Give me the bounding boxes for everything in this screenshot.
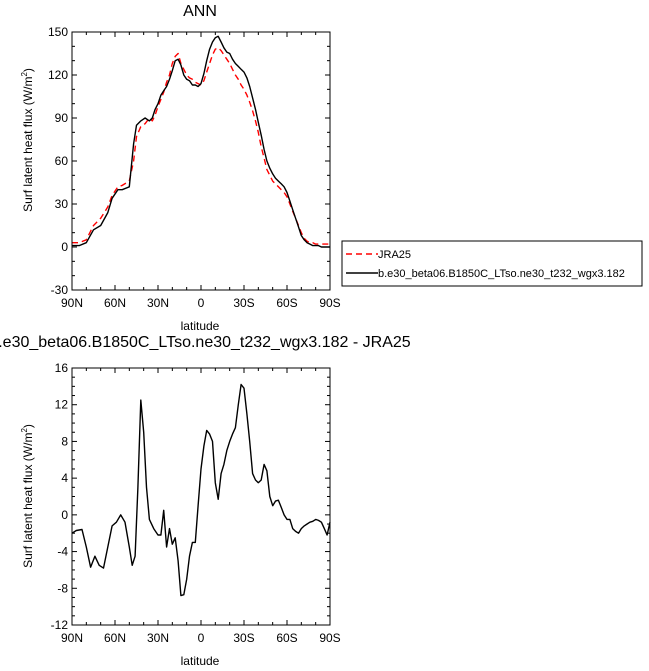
x-tick-label: 90S [319,631,340,645]
bottom-x-ticks: 90N 60N 30N 0 30S 60S 90S [61,368,341,645]
legend-label-model: b.e30_beta06.B1850C_LTso.ne30_t232_wgx3.… [378,268,625,280]
x-tick-label: 60N [104,631,126,645]
top-x-ticks: 90N 60N 30N 0 30S 60S 90S [61,32,341,310]
legend-label-jra25: JRA25 [378,249,411,261]
x-tick-label: 60N [104,296,126,310]
x-tick-label: 0 [198,631,205,645]
y-tick-label: 30 [55,197,69,211]
x-tick-label: 30S [233,631,254,645]
bottom-panel: b.e30_beta06.B1850C_LTso.ne30_t232_wgx3.… [0,334,411,668]
y-tick-label: 120 [48,68,68,82]
y-tick-label: 150 [48,25,68,39]
top-y-axis-label: Surf latent heat flux (W/m2) [20,68,35,212]
bottom-y-ticks: -12 -8 -4 0 4 8 12 16 [51,361,330,632]
x-tick-label: 30S [233,296,254,310]
x-tick-label: 90N [61,296,83,310]
bottom-y-axis-label: Surf latent heat flux (W/m2) [20,424,35,568]
top-panel: ANN 90N 60N 30N 0 30S 60S 90S -30 0 30 60 90 120 150… [20,3,341,333]
y-tick-label: -4 [57,545,68,559]
x-tick-label: 90N [61,631,83,645]
x-tick-label: 30N [147,296,169,310]
series-line-0 [71,383,331,597]
bottom-panel-title: b.e30_beta06.B1850C_LTso.ne30_t232_wgx3.… [0,334,411,351]
x-tick-label: 30N [147,631,169,645]
series-line-0 [72,47,330,245]
series-line-1 [72,35,330,248]
y-tick-label: -30 [51,283,69,297]
legend: JRA25 b.e30_beta06.B1850C_LTso.ne30_t232… [341,240,643,287]
x-tick-label: 0 [198,296,205,310]
y-tick-label: 8 [61,434,68,448]
top-y-ticks: -30 0 30 60 90 120 150 [48,25,330,297]
y-tick-label: -8 [57,581,68,595]
y-tick-label: -12 [51,618,69,632]
y-tick-label: 60 [55,154,69,168]
y-tick-label: 16 [55,361,69,375]
bottom-x-axis-label: latitude [181,654,220,668]
top-plot-area [72,35,330,248]
y-tick-label: 90 [55,111,69,125]
bottom-plot-area [71,383,331,597]
top-x-axis-label: latitude [181,319,220,333]
y-tick-label: 12 [55,398,69,412]
y-tick-label: 0 [61,508,68,522]
x-tick-label: 60S [276,296,297,310]
x-tick-label: 90S [319,296,340,310]
y-tick-label: 4 [61,471,68,485]
x-tick-label: 60S [276,631,297,645]
bottom-plot-frame [71,367,331,626]
top-plot-frame [71,31,331,291]
legend-box [341,240,643,287]
top-panel-title: ANN [183,3,217,20]
y-tick-label: 0 [61,240,68,254]
